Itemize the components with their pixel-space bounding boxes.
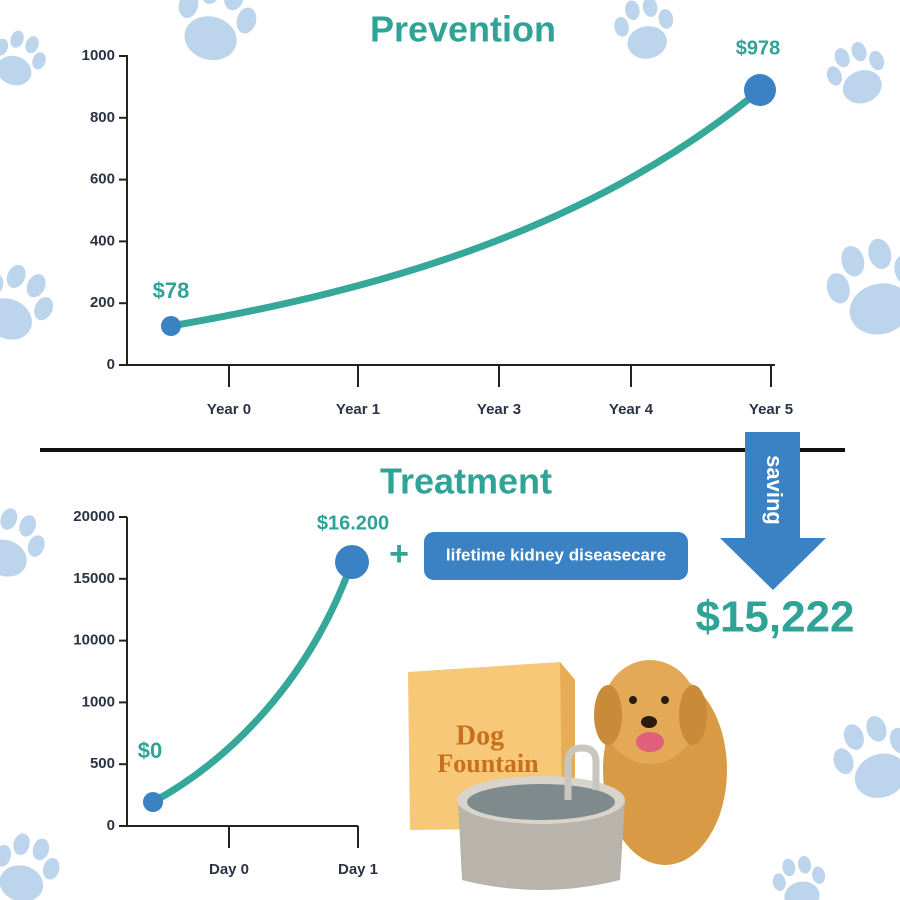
brand-text: Fountain	[437, 749, 539, 778]
paw-print	[817, 230, 900, 346]
y-tick-label: 0	[107, 356, 115, 373]
saving-arrow	[720, 432, 826, 590]
paw-print	[0, 254, 65, 353]
bowl-water	[467, 784, 615, 820]
dog-ear	[594, 685, 622, 745]
y-tick-label: 400	[90, 232, 115, 249]
start-dot	[161, 316, 181, 336]
dog-head	[602, 660, 698, 764]
paw-print	[0, 500, 53, 587]
end-label: $978	[736, 37, 781, 59]
y-tick-label: 1000	[82, 693, 115, 710]
dog-tongue	[636, 732, 664, 752]
product-illustration: Dog Fountain	[408, 660, 727, 890]
x-tick-label: Year 5	[749, 401, 793, 418]
x-tick-label: Year 0	[207, 401, 251, 418]
paw-print	[819, 35, 896, 113]
start-dot	[143, 792, 163, 812]
bowl	[458, 800, 625, 890]
section-title: Prevention	[370, 9, 556, 50]
y-tick-label: 800	[90, 109, 115, 126]
y-tick-label: 10000	[73, 632, 115, 649]
y-tick-label: 600	[90, 171, 115, 188]
start-label: $0	[138, 738, 162, 763]
paw-print	[823, 706, 900, 810]
dog-eye	[661, 696, 669, 704]
paw-print	[769, 852, 831, 900]
section-title: Treatment	[380, 461, 552, 502]
y-tick-label: 500	[90, 755, 115, 772]
brand-text: Dog	[456, 720, 504, 751]
prevention-chart: $78 $978 0 200 400 600 800 1000 Year 0 Year 1 Ye…	[82, 37, 793, 418]
y-tick-label: 0	[107, 817, 115, 834]
y-tick-label: 20000	[73, 508, 115, 525]
axes	[126, 517, 358, 827]
x-tick-label: Year 3	[477, 401, 521, 418]
x-tick-label: Day 0	[209, 861, 249, 878]
start-label: $78	[153, 278, 190, 303]
y-tick-label: 1000	[82, 47, 115, 64]
paw-print	[0, 827, 66, 900]
saving-label: saving	[762, 455, 787, 525]
x-tick-label: Day 1	[338, 861, 378, 878]
dog-ear	[679, 685, 707, 745]
note-pill	[424, 532, 688, 580]
y-tick-label: 200	[90, 294, 115, 311]
x-tick-label: Year 1	[336, 401, 380, 418]
dog-nose	[641, 716, 657, 728]
paw-print	[0, 24, 53, 94]
end-dot	[744, 74, 776, 106]
paw-print	[166, 0, 265, 70]
x-tick-label: Year 4	[609, 401, 654, 418]
note-text: lifetime kidney diseasecare	[446, 545, 666, 564]
saving-amount: $15,222	[695, 593, 854, 642]
end-dot	[335, 545, 369, 579]
curve	[167, 86, 764, 330]
fountain-spout	[564, 744, 600, 800]
paw-print	[610, 0, 680, 64]
y-tick-label: 15000	[73, 570, 115, 587]
treatment-chart: $0 $16.200 0 500 1000 10000 15000 20000 Day 0 D…	[73, 508, 389, 878]
end-label: $16.200	[317, 512, 389, 534]
curve	[149, 558, 356, 806]
dog-eye	[629, 696, 637, 704]
plus-sign: +	[389, 535, 409, 573]
